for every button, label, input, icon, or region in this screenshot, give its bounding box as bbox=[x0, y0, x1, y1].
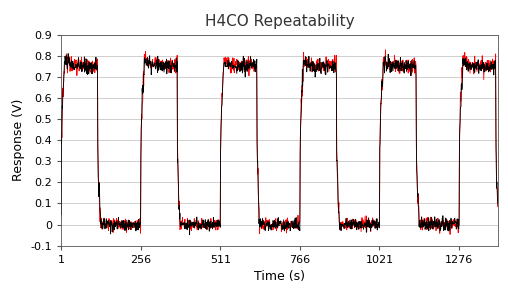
Y-axis label: Response (V): Response (V) bbox=[12, 99, 25, 181]
Title: H4CO Repeatability: H4CO Repeatability bbox=[205, 14, 354, 29]
X-axis label: Time (s): Time (s) bbox=[254, 270, 305, 283]
